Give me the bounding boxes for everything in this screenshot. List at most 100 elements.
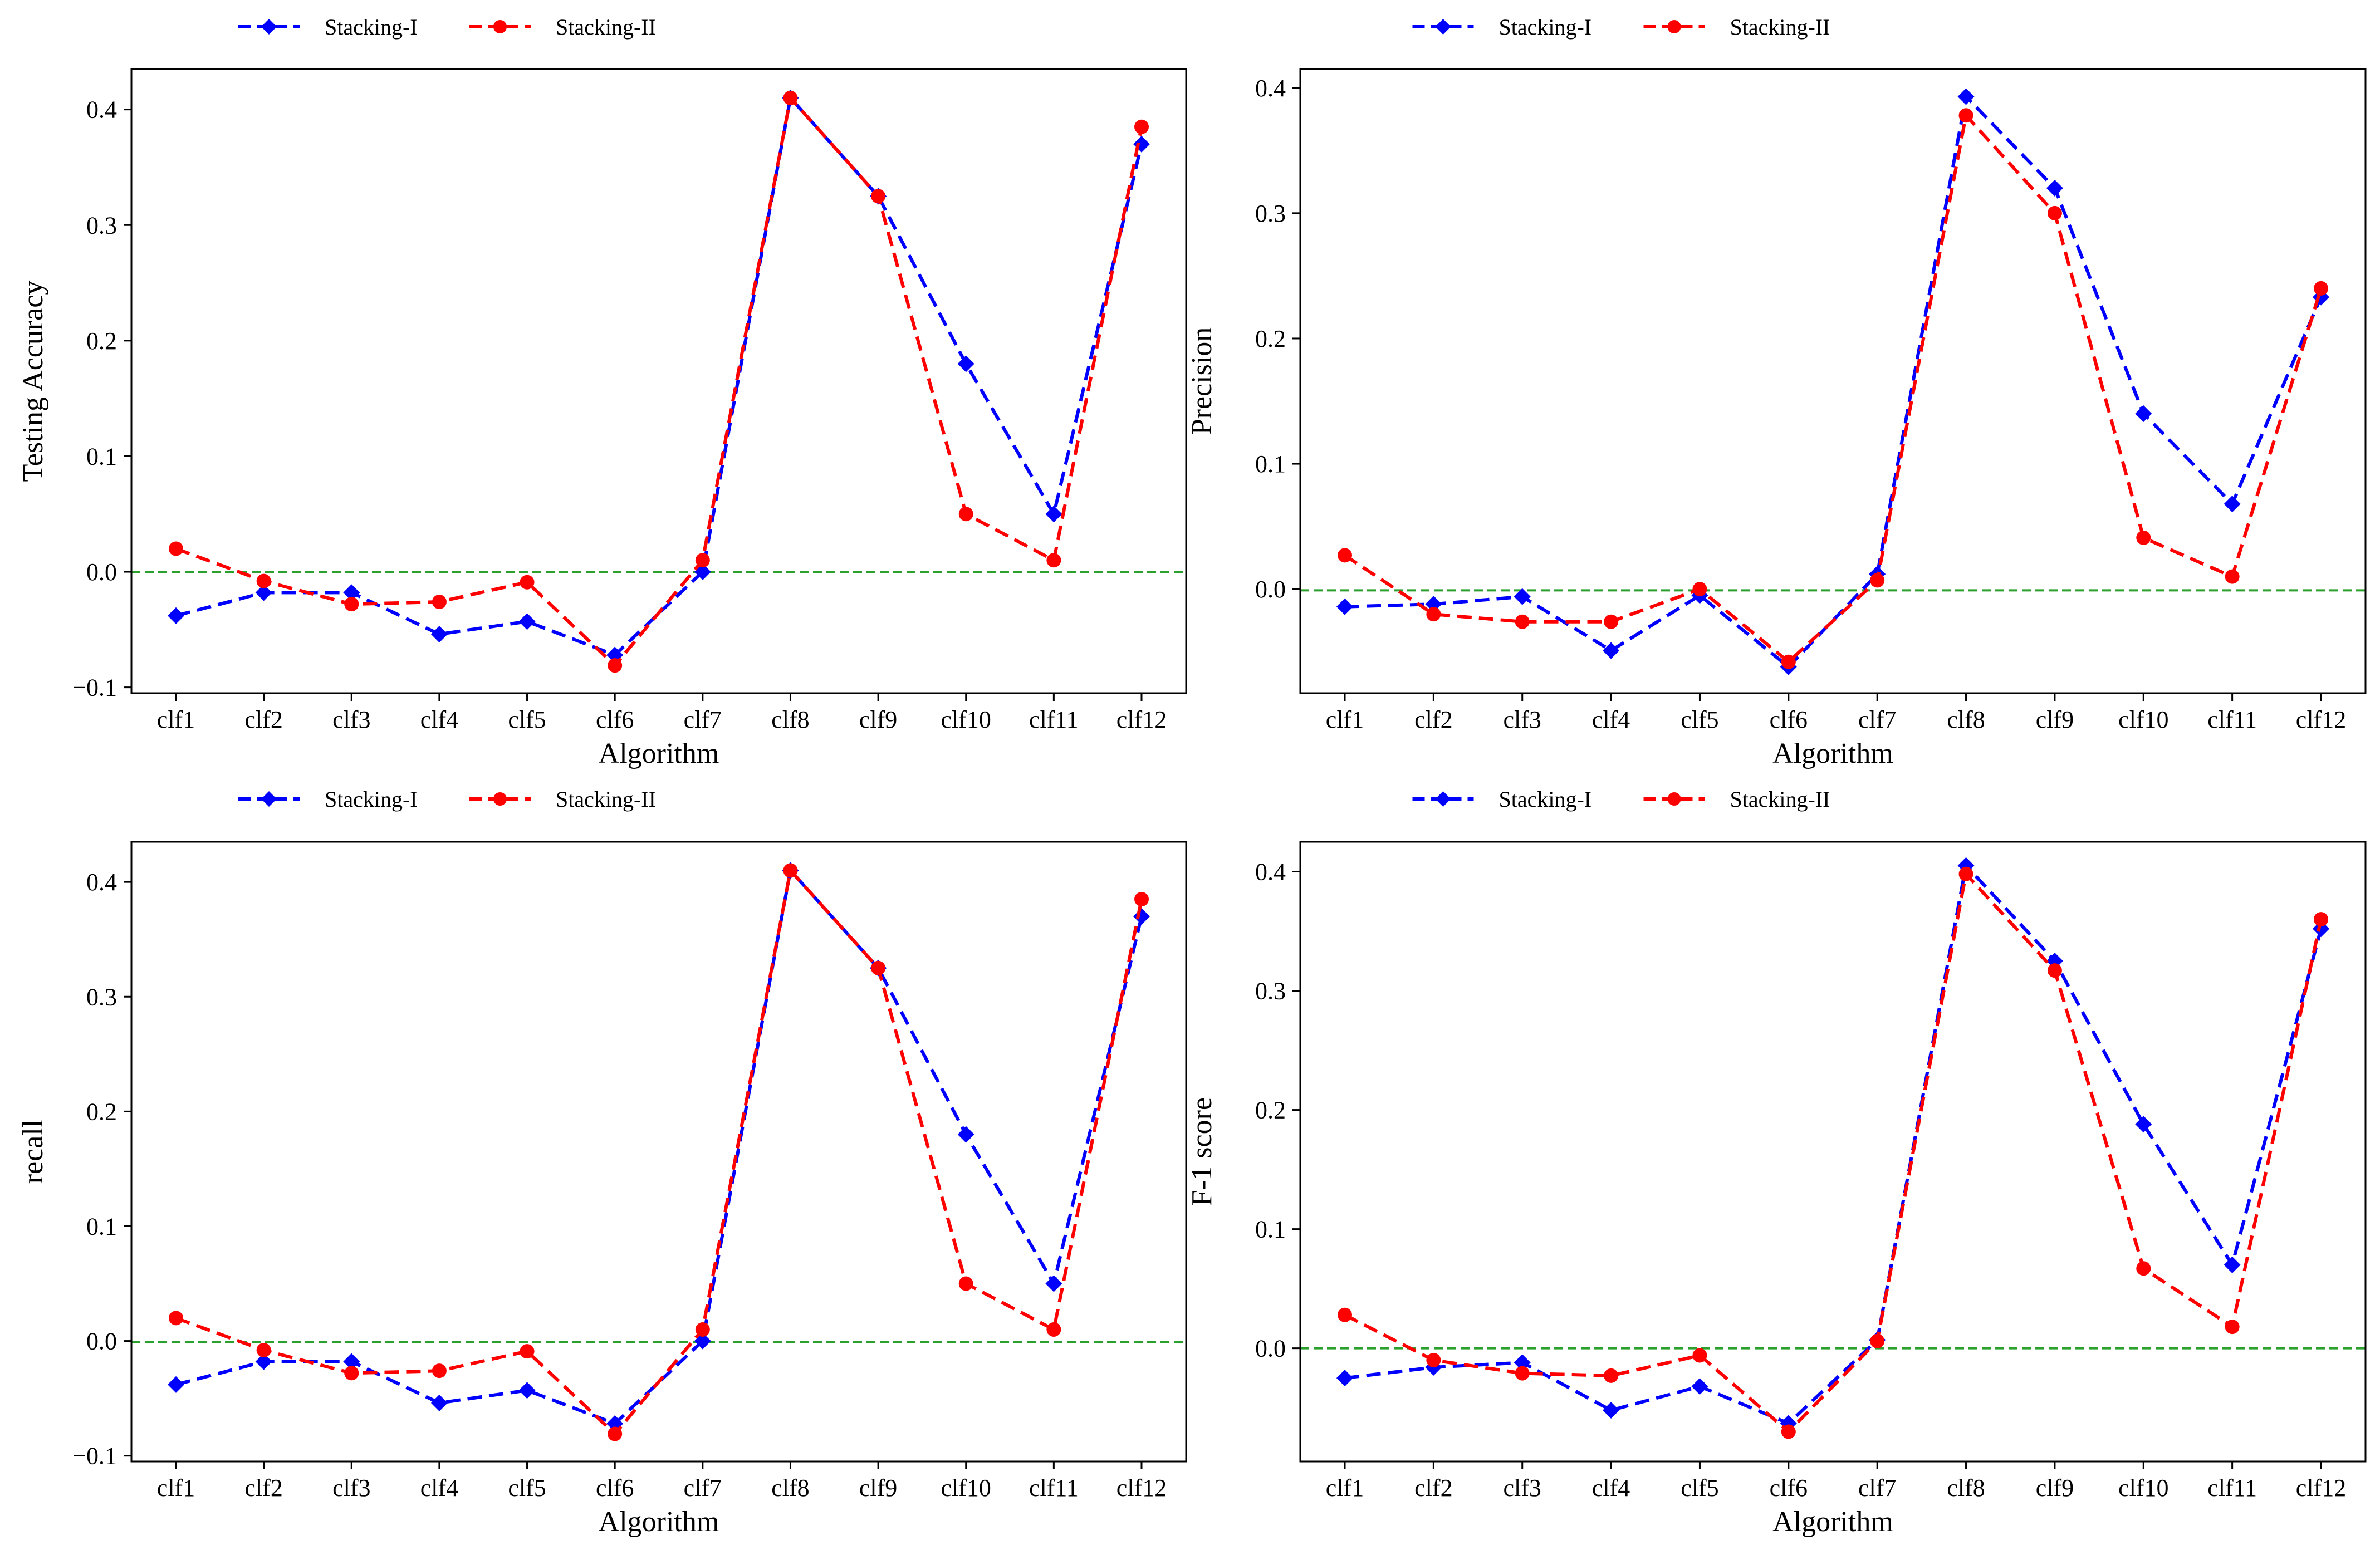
data-point-diamond — [1045, 1275, 1062, 1292]
data-point-diamond — [2224, 1256, 2241, 1273]
legend-label-2: Stacking-II — [556, 14, 656, 40]
x-tick-label: clf1 — [157, 1474, 195, 1502]
legend-marker-circle — [1667, 20, 1681, 33]
data-point-circle — [2136, 1261, 2151, 1276]
series-line — [1344, 95, 2323, 669]
x-tick-label: clf7 — [684, 1474, 722, 1502]
x-tick-label: clf9 — [859, 1474, 897, 1502]
x-tick-label: clf2 — [1414, 706, 1452, 733]
data-point-diamond — [1603, 642, 1620, 659]
legend-marker-diamond — [261, 791, 277, 807]
data-point-circle — [1046, 553, 1061, 568]
data-point-diamond — [694, 563, 711, 581]
x-tick-label: clf11 — [1029, 1474, 1079, 1502]
x-tick-label: clf2 — [244, 1474, 282, 1502]
legend: Stacking-I Stacking-II — [238, 14, 656, 40]
data-point-circle — [958, 507, 973, 522]
x-tick-label: clf9 — [859, 706, 897, 733]
x-tick-label: clf7 — [684, 706, 722, 733]
y-axis-title: recall — [17, 1120, 49, 1184]
legend-label-1: Stacking-I — [325, 14, 418, 40]
legend: Stacking-I Stacking-II — [1412, 787, 1830, 812]
legend-label-2: Stacking-II — [1730, 787, 1830, 812]
series-stacking-i — [168, 862, 1150, 1432]
data-point-diamond — [343, 1353, 360, 1370]
data-point-diamond — [430, 626, 448, 643]
series-line — [1344, 872, 2323, 1434]
data-point-circle — [2047, 963, 2062, 978]
data-point-diamond — [2046, 179, 2063, 197]
data-point-circle — [1604, 1368, 1619, 1383]
x-tick-label: clf6 — [1770, 706, 1808, 733]
data-point-diamond — [168, 1376, 184, 1393]
x-tick-label: clf12 — [1116, 706, 1167, 733]
x-tick-label: clf1 — [1326, 1474, 1364, 1502]
y-tick-label: 0.1 — [86, 443, 117, 470]
data-point-circle — [2225, 1320, 2240, 1335]
x-tick-label: clf10 — [941, 706, 991, 733]
x-tick-label: clf6 — [596, 706, 634, 733]
x-tick-label: clf6 — [1770, 1474, 1808, 1502]
data-point-circle — [1692, 582, 1707, 597]
data-point-circle — [169, 1311, 183, 1326]
legend-marker-diamond — [1435, 791, 1451, 807]
data-point-circle — [256, 1343, 271, 1358]
x-tick-label: clf5 — [1681, 706, 1718, 733]
data-point-diamond — [2135, 405, 2152, 423]
y-tick-label: 0.1 — [1255, 450, 1286, 478]
x-tick-label: clf10 — [2118, 706, 2168, 733]
data-point-circle — [432, 1363, 447, 1379]
y-axis-title: Precision — [1186, 327, 1218, 435]
x-tick-label: clf11 — [2207, 706, 2257, 733]
y-tick-label: 0.0 — [86, 558, 117, 586]
data-point-circle — [2047, 205, 2062, 220]
y-tick-label: 0.0 — [1255, 576, 1286, 603]
x-axis-title: Algorithm — [1772, 1506, 1893, 1538]
y-tick-label: 0.0 — [1255, 1335, 1286, 1362]
data-point-circle — [783, 90, 798, 105]
x-tick-label: clf10 — [941, 1474, 991, 1502]
y-tick-label: 0.4 — [86, 869, 117, 896]
data-point-circle — [2314, 912, 2328, 927]
data-point-circle — [169, 541, 183, 556]
x-tick-label: clf2 — [244, 706, 282, 733]
x-tick-label: clf8 — [1947, 706, 1985, 733]
data-point-diamond — [168, 607, 184, 624]
x-tick-label: clf9 — [2036, 706, 2074, 733]
data-point-circle — [695, 1322, 710, 1337]
x-tick-label: clf3 — [1504, 1474, 1541, 1502]
x-tick-label: clf8 — [1947, 1474, 1985, 1502]
x-tick-label: clf6 — [596, 1474, 634, 1502]
chart-panel-1: Stacking-I Stacking-II clf1 clf2 clf3 clf4 clf… — [17, 14, 1187, 769]
data-point-circle — [2136, 530, 2151, 545]
series-line — [1344, 864, 2323, 1425]
data-point-diamond — [957, 355, 974, 372]
y-axis-title: Testing Accuracy — [17, 281, 49, 482]
data-point-circle — [344, 1366, 359, 1381]
series-stacking-i — [1336, 857, 2329, 1432]
x-axis-title: Algorithm — [599, 738, 719, 769]
legend-label-2: Stacking-II — [556, 787, 656, 812]
data-point-circle — [520, 575, 535, 590]
data-point-circle — [520, 1344, 535, 1359]
series-line — [175, 96, 1143, 657]
data-point-diamond — [1514, 1354, 1531, 1371]
data-point-circle — [1134, 892, 1149, 907]
y-tick-label: 0.0 — [86, 1328, 117, 1355]
data-point-circle — [695, 553, 710, 568]
data-point-diamond — [957, 1126, 974, 1143]
x-axis-title: Algorithm — [599, 1506, 719, 1538]
legend-marker-circle — [1667, 792, 1681, 806]
x-tick-label: clf8 — [771, 706, 809, 733]
data-point-circle — [958, 1276, 973, 1291]
chart-panel-2: Stacking-I Stacking-II clf1 clf2 clf3 clf4 clf… — [1186, 14, 2367, 769]
data-point-circle — [783, 863, 798, 878]
data-point-circle — [2225, 569, 2240, 584]
y-tick-label: 0.3 — [1255, 978, 1286, 1005]
data-point-circle — [1515, 614, 1530, 629]
x-tick-label: clf7 — [1858, 706, 1896, 733]
data-point-circle — [1781, 1424, 1796, 1439]
plot-frame — [130, 841, 1187, 1463]
series-stacking-ii — [1338, 866, 2328, 1439]
y-tick-label: 0.2 — [86, 327, 117, 355]
